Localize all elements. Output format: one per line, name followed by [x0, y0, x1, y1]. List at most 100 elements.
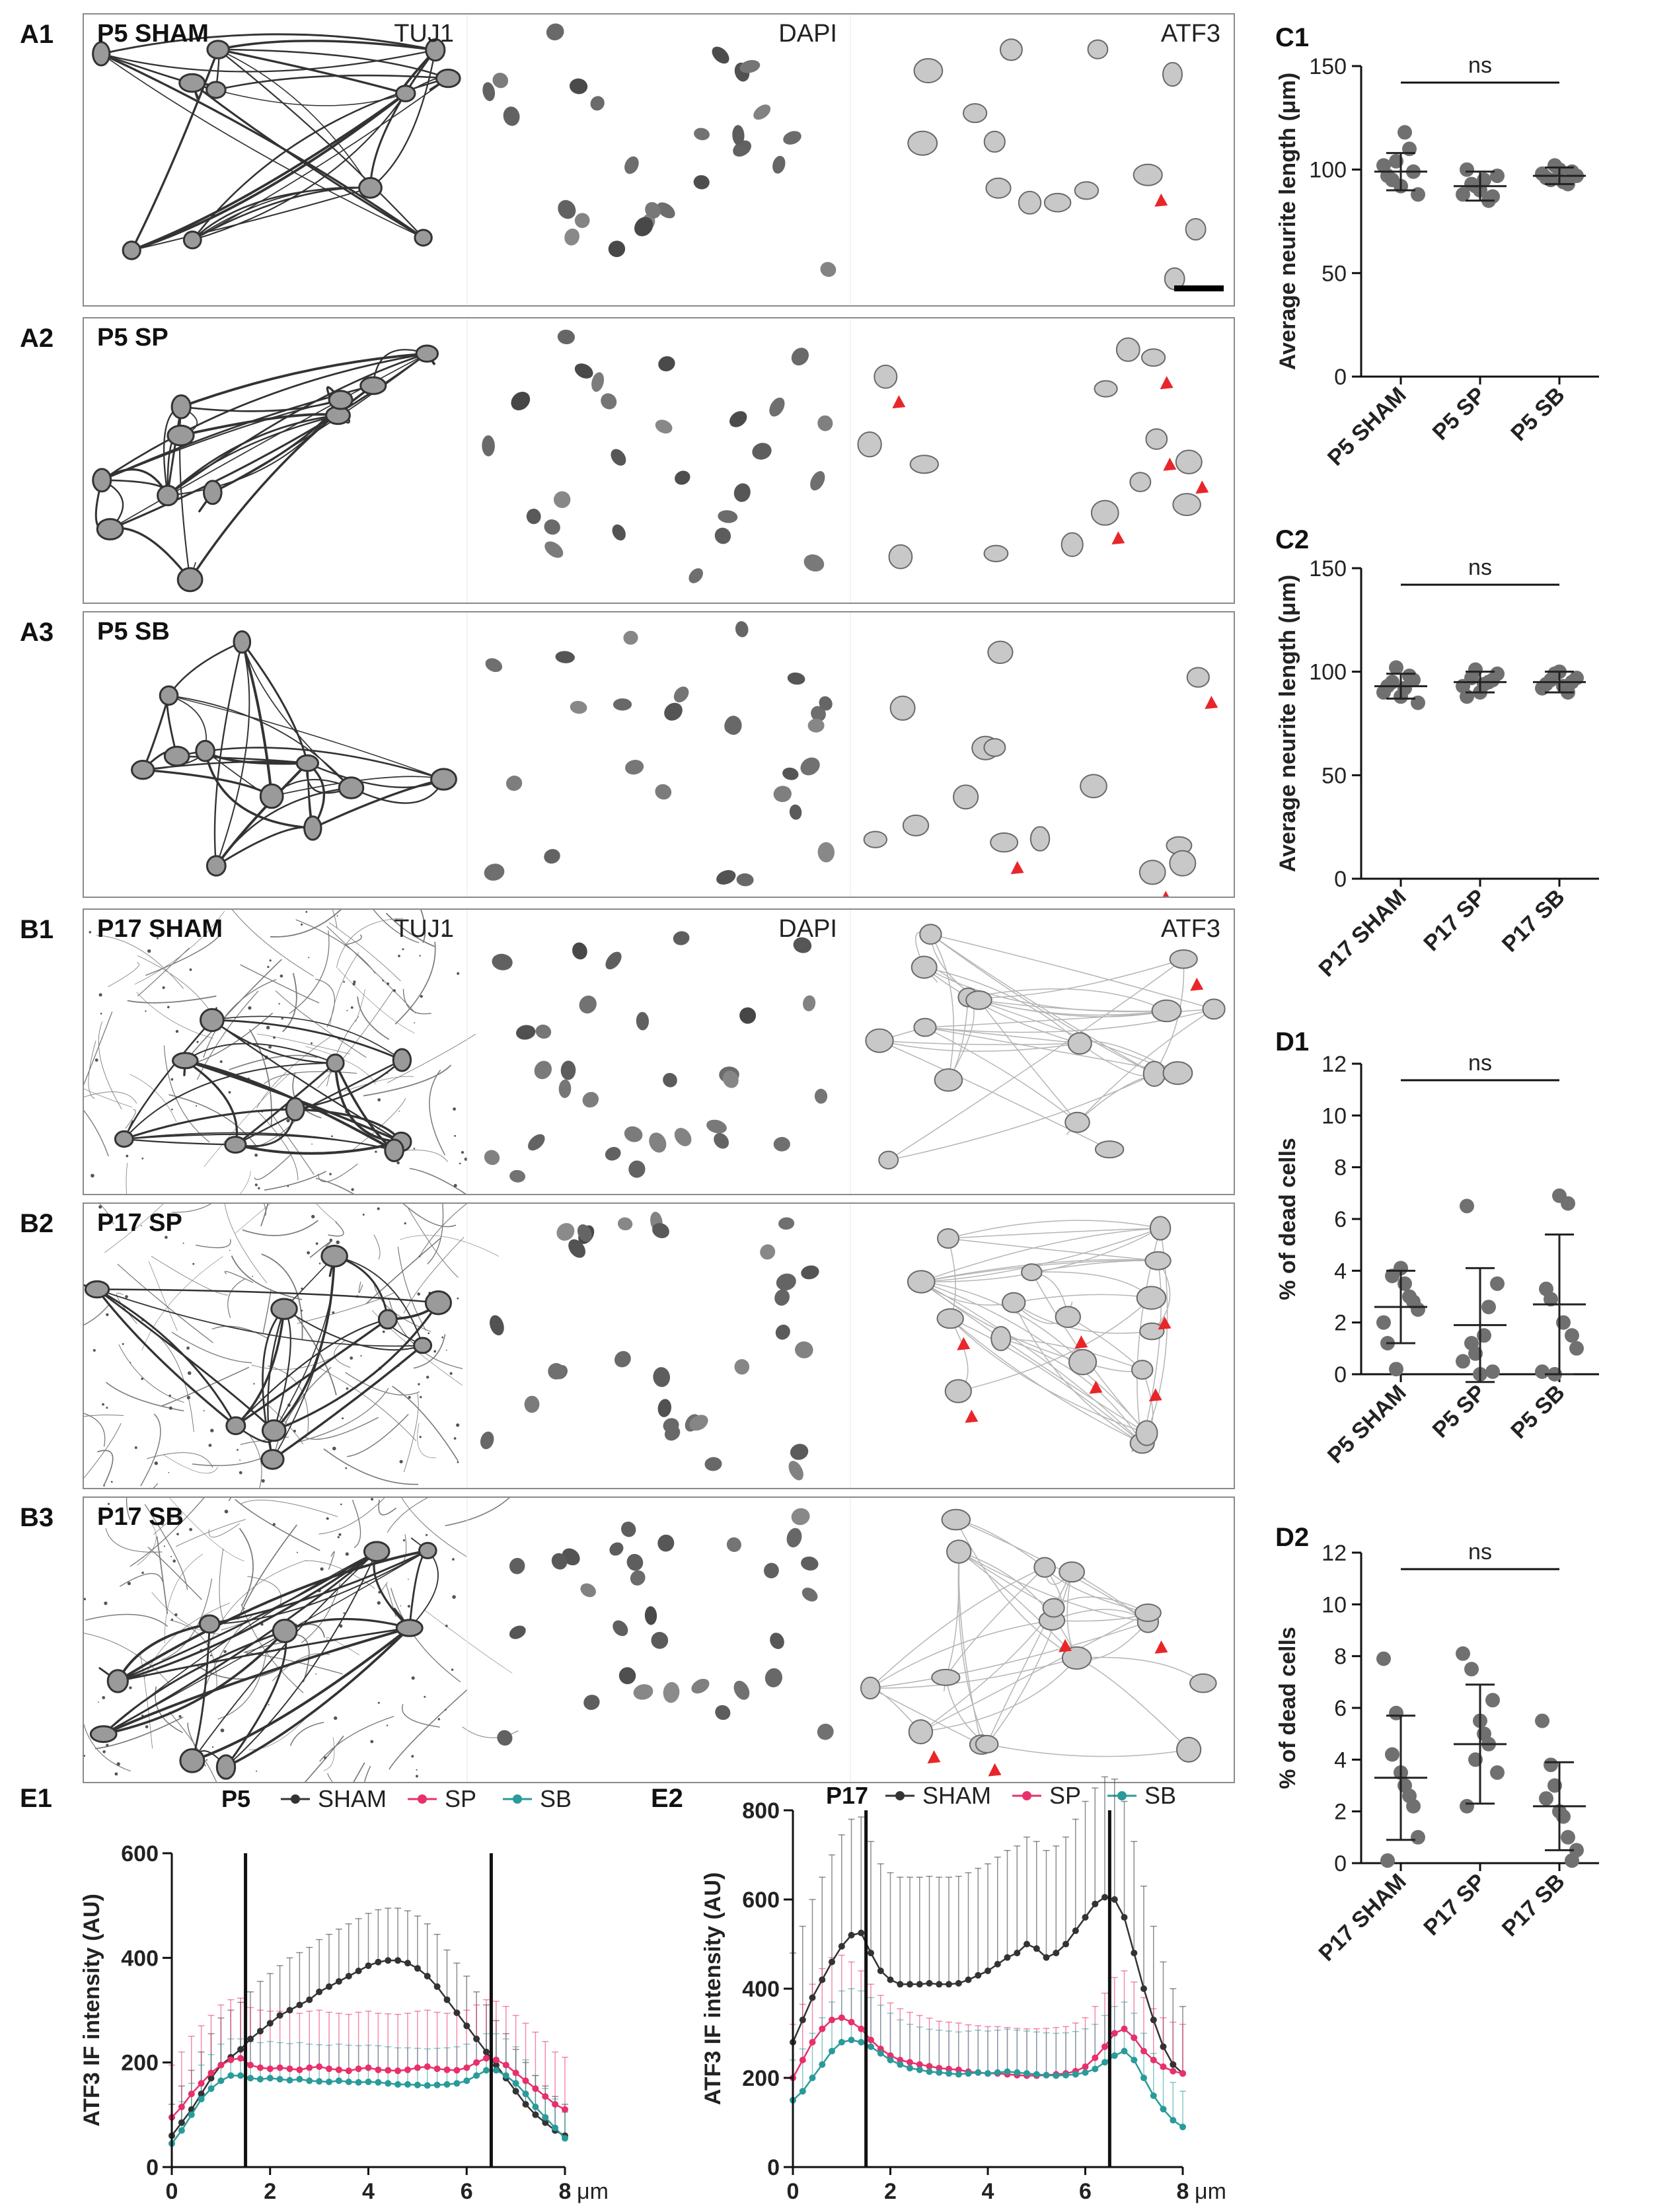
debris-dot [353, 980, 356, 984]
neurite [118, 1627, 410, 1682]
neuron-soma [215, 1754, 237, 1780]
neurite [85, 1613, 168, 1627]
data-point [1394, 1261, 1408, 1276]
data-point [276, 2064, 283, 2071]
data-point [1160, 2043, 1167, 2050]
x-tick-label: 2 [264, 2179, 276, 2204]
legend-label: SB [540, 1785, 572, 1812]
neurite [323, 1448, 419, 1485]
dapi-nucleus [526, 508, 541, 525]
atf3-cell [1061, 532, 1084, 558]
data-point [858, 2039, 865, 2046]
micrograph-image [84, 910, 1226, 1194]
data-point [562, 2135, 568, 2142]
data-point [256, 2076, 264, 2083]
debris-dot [110, 1481, 113, 1483]
neurite [334, 1255, 424, 1346]
debris-dot [461, 1151, 465, 1154]
dapi-nucleus [570, 78, 588, 94]
neuron-soma [178, 73, 206, 93]
neurite [163, 1454, 218, 1474]
dapi-nucleus [509, 1625, 526, 1639]
atf3-process [957, 1551, 988, 1745]
atf3-cell [1074, 181, 1099, 200]
neurite [191, 82, 424, 239]
dapi-nucleus [624, 1126, 643, 1142]
debris-dot [404, 1222, 406, 1225]
data-point [217, 2061, 225, 2069]
red-arrowhead-icon [1010, 861, 1024, 875]
debris-dot [332, 1446, 336, 1451]
atf3-process [920, 1228, 1161, 1282]
y-tick-label: 6 [1334, 1207, 1347, 1232]
debris-dot [192, 1263, 195, 1265]
dapi-nucleus [617, 1217, 633, 1231]
atf3-process [888, 1073, 1155, 1161]
data-point [178, 2127, 185, 2134]
debris-dot [345, 1552, 349, 1556]
neurite [364, 1765, 371, 1782]
debris-dot [102, 1750, 106, 1753]
neurite [235, 1498, 320, 1551]
y-tick-label: 150 [1309, 556, 1347, 581]
dapi-nucleus [524, 1395, 540, 1413]
debris-dot [449, 1372, 453, 1375]
atf3-process [958, 1551, 1148, 1623]
neurite [84, 1723, 131, 1772]
atf3-process [920, 1281, 1148, 1434]
neurite [275, 990, 367, 1058]
data-point [1485, 1364, 1500, 1380]
data-point [1043, 1954, 1050, 1961]
atf3-process [955, 1519, 1148, 1623]
atf3-cell [913, 1017, 937, 1037]
y-tick-label: 800 [742, 1798, 780, 1824]
neurite [134, 910, 225, 985]
neuron-soma [167, 424, 195, 447]
debris-dot [147, 949, 151, 953]
x-tick-label: P5 SB [1506, 383, 1569, 446]
panel-letter: B2 [20, 1209, 54, 1238]
legend-label: SP [445, 1785, 476, 1812]
data-point [877, 1968, 884, 1974]
debris-dot [268, 1704, 270, 1706]
data-point [296, 2001, 303, 2009]
dapi-nucleus [621, 1522, 636, 1537]
debris-dot [156, 937, 159, 940]
dapi-nucleus [546, 23, 564, 41]
dapi-nucleus [657, 1399, 671, 1417]
data-point [1033, 1945, 1040, 1952]
neuron-soma [384, 1138, 404, 1163]
data-point [266, 2065, 274, 2073]
neuron-soma [163, 745, 190, 767]
neurite [195, 1239, 231, 1249]
data-point [562, 2106, 568, 2113]
data-point [955, 2071, 962, 2078]
neuron-soma [338, 776, 365, 799]
neurite [256, 1109, 299, 1181]
neurite [336, 918, 404, 968]
atf3-process [987, 1572, 1072, 1745]
data-point [483, 2067, 490, 2074]
debris-dot [457, 972, 460, 975]
data-point [1556, 1315, 1571, 1330]
y-tick-label: 4 [1334, 1259, 1347, 1284]
data-point [433, 2065, 441, 2073]
dapi-nucleus [634, 217, 653, 237]
data-point [326, 2079, 332, 2085]
neurite [98, 1021, 122, 1110]
debris-dot [98, 1205, 102, 1209]
atf3-cell [1115, 337, 1140, 362]
debris-dot [102, 1403, 104, 1406]
data-point [492, 2056, 500, 2063]
data-point [512, 2080, 519, 2087]
neurite [303, 1417, 379, 1440]
atf3-cell [1068, 1348, 1098, 1376]
data-point [247, 2036, 254, 2042]
y-tick-label: 600 [742, 1888, 780, 1913]
data-point [266, 2020, 274, 2027]
debris-dot [174, 1613, 178, 1617]
neurite [151, 1592, 223, 1635]
debris-dot [311, 1143, 313, 1145]
y-tick-label: 200 [121, 2051, 159, 2076]
neurite [240, 1171, 251, 1194]
